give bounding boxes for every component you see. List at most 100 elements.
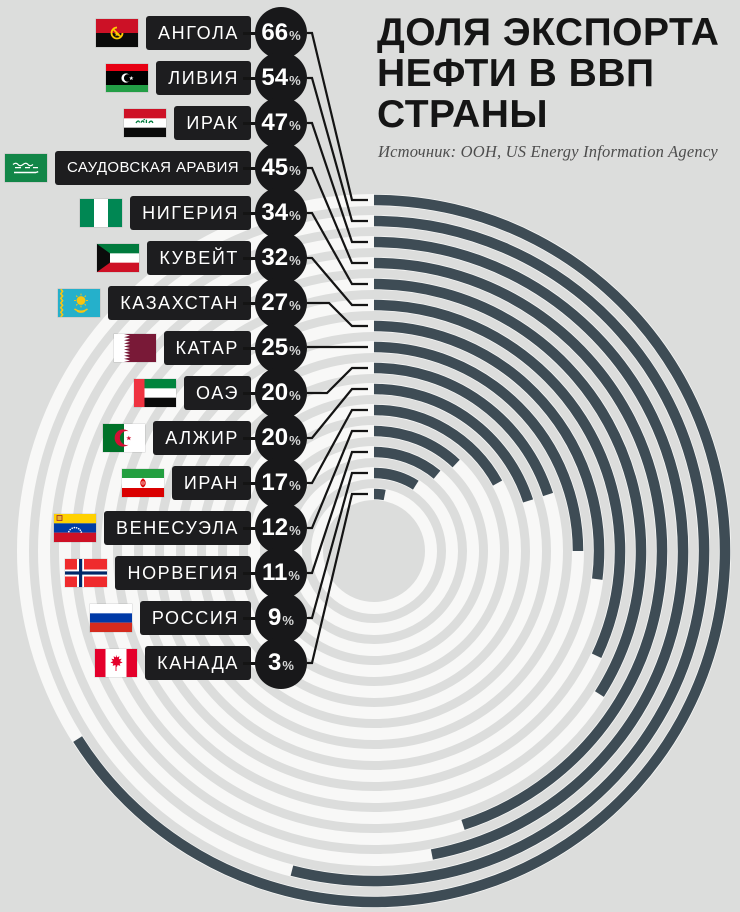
country-row-left: АЛЖИР bbox=[103, 412, 251, 464]
country-label: НИГЕРИЯ bbox=[130, 196, 251, 230]
percent-sign: % bbox=[289, 343, 301, 358]
kuwait-flag-icon bbox=[97, 244, 140, 272]
connector-line-iran bbox=[307, 408, 368, 485]
canada-flag-icon bbox=[95, 649, 138, 677]
label-badge-connector bbox=[243, 617, 257, 620]
norway-flag-icon bbox=[65, 559, 108, 587]
percent-badge: 66% bbox=[255, 7, 307, 59]
country-row-kazakhstan: КАЗАХСТАН 27% bbox=[0, 277, 740, 329]
percent-value: 20 bbox=[261, 379, 289, 406]
country-row-nigeria: НИГЕРИЯ 34% bbox=[0, 187, 740, 239]
percent-badge: 11% bbox=[255, 547, 307, 599]
connector-line-angola bbox=[307, 31, 368, 202]
percent-sign: % bbox=[289, 208, 301, 223]
country-row-angola: АНГОЛА 66% bbox=[0, 7, 740, 59]
label-badge-connector bbox=[243, 347, 257, 350]
country-label: ИРАК bbox=[174, 106, 251, 140]
percent-badge: 54% bbox=[255, 52, 307, 104]
connector-line-uae bbox=[307, 366, 368, 395]
percent-value: 11 bbox=[262, 559, 288, 586]
percent-value: 47 bbox=[261, 109, 289, 136]
saudi-arabia-flag-icon bbox=[4, 154, 47, 182]
connector-line-nigeria bbox=[307, 211, 368, 286]
ring-arc-russia bbox=[373, 467, 419, 490]
ring-arc-algeria bbox=[373, 383, 534, 503]
percent-value: 3 bbox=[268, 649, 282, 676]
label-badge-connector bbox=[243, 437, 257, 440]
country-row-left: ОАЭ bbox=[134, 367, 251, 419]
connector-line-norway bbox=[307, 450, 368, 575]
country-label: ОАЭ bbox=[184, 376, 251, 410]
country-label: АЛЖИР bbox=[153, 421, 251, 455]
label-badge-connector bbox=[243, 77, 257, 80]
country-label: КУВЕЙТ bbox=[147, 241, 251, 275]
country-label: КАЗАХСТАН bbox=[108, 286, 251, 320]
ring-arc-kazakhstan bbox=[373, 320, 605, 580]
kazakhstan-flag-icon bbox=[58, 288, 101, 318]
country-label: КАНАДА bbox=[145, 646, 251, 680]
country-row-left: КАТАР bbox=[113, 322, 251, 374]
country-row-left: ИРАК bbox=[124, 97, 251, 149]
percent-sign: % bbox=[289, 118, 301, 133]
country-row-iran: ИРАН 17% bbox=[0, 457, 740, 509]
percent-badge: 27% bbox=[255, 277, 307, 329]
label-badge-connector bbox=[243, 32, 257, 35]
country-row-canada: КАНАДА 3% bbox=[0, 637, 740, 689]
ring-arc-libya bbox=[290, 215, 710, 887]
ring-arc-uae bbox=[373, 362, 554, 497]
label-badge-connector bbox=[243, 212, 257, 215]
country-row-left: НИГЕРИЯ bbox=[80, 187, 251, 239]
label-badge-connector bbox=[243, 167, 257, 170]
country-row-saudi-arabia: САУДОВСКАЯ АРАВИЯ 45% bbox=[0, 142, 740, 194]
country-row-iraq: ИРАК 47% bbox=[0, 97, 740, 149]
percent-sign: % bbox=[289, 388, 301, 403]
percent-value: 34 bbox=[261, 199, 289, 226]
ring-arc-kuwait bbox=[373, 299, 626, 658]
algeria-flag-icon bbox=[103, 424, 146, 452]
percent-sign: % bbox=[282, 658, 294, 673]
country-row-left: ЛИВИЯ bbox=[106, 52, 251, 104]
source-note: Источник: ООН, US Energy Information Age… bbox=[378, 142, 718, 161]
country-label: АНГОЛА bbox=[146, 16, 251, 50]
percent-badge: 9% bbox=[255, 592, 307, 644]
nigeria-flag-icon bbox=[80, 199, 123, 227]
country-row-left: КАНАДА bbox=[95, 637, 251, 689]
angola-flag-icon bbox=[96, 19, 139, 47]
country-row-norway: НОРВЕГИЯ 11% bbox=[0, 547, 740, 599]
country-row-left: ВЕНЕСУЭЛА bbox=[53, 502, 251, 554]
percent-badge: 47% bbox=[255, 97, 307, 149]
ring-arc-iran bbox=[373, 404, 503, 486]
percent-badge: 45% bbox=[255, 142, 307, 194]
ring-arc-qatar bbox=[373, 341, 584, 552]
percent-sign: % bbox=[289, 433, 301, 448]
percent-badge: 3% bbox=[255, 637, 307, 689]
country-label: КАТАР bbox=[163, 331, 251, 365]
percent-value: 32 bbox=[261, 244, 289, 271]
percent-value: 9 bbox=[268, 604, 282, 631]
country-row-left: НОРВЕГИЯ bbox=[65, 547, 251, 599]
percent-value: 66 bbox=[261, 19, 289, 46]
country-row-russia: РОССИЯ 9% bbox=[0, 592, 740, 644]
label-badge-connector bbox=[243, 572, 257, 575]
country-row-qatar: КАТАР 25% bbox=[0, 322, 740, 374]
qatar-flag-icon bbox=[113, 334, 156, 362]
country-row-left: САУДОВСКАЯ АРАВИЯ bbox=[4, 142, 251, 194]
iraq-flag-icon bbox=[124, 109, 167, 137]
libya-flag-icon bbox=[106, 64, 149, 92]
percent-badge: 17% bbox=[255, 457, 307, 509]
label-badge-connector bbox=[243, 122, 257, 125]
percent-badge: 32% bbox=[255, 232, 307, 284]
label-badge-connector bbox=[243, 257, 257, 260]
country-label: ИРАН bbox=[171, 466, 251, 500]
connector-line-kazakhstan bbox=[307, 301, 368, 328]
connector-line-venezuela bbox=[307, 429, 368, 530]
connector-line-russia bbox=[307, 471, 368, 620]
percent-sign: % bbox=[289, 298, 301, 313]
country-row-algeria: АЛЖИР 20% bbox=[0, 412, 740, 464]
percent-sign: % bbox=[289, 253, 301, 268]
country-row-left: КАЗАХСТАН bbox=[58, 277, 251, 329]
title-line-2: НЕФТИ В ВВП bbox=[377, 52, 655, 95]
connector-line-libya bbox=[307, 76, 368, 223]
